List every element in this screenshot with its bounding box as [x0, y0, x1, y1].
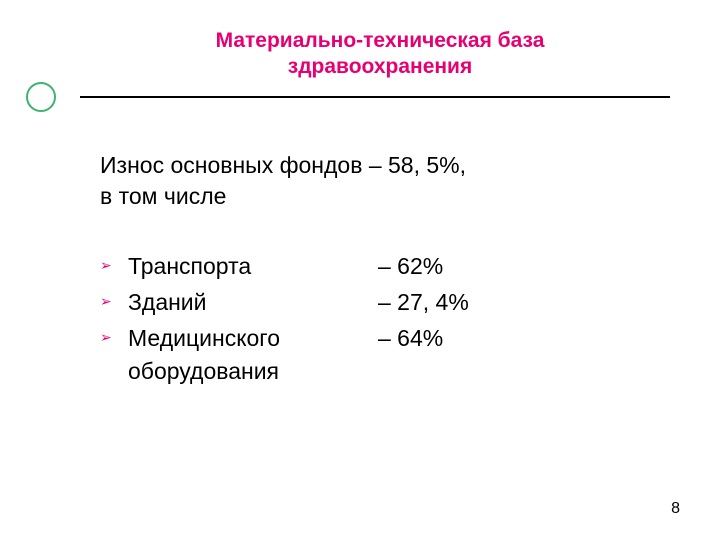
chevron-right-icon: ➢	[100, 250, 128, 276]
item-label: Медицинского оборудования	[128, 322, 378, 386]
title-line-1: Материально-техническая база	[216, 29, 545, 52]
item-label: Транспорта	[128, 250, 378, 282]
chevron-right-icon: ➢	[100, 286, 128, 312]
list-item: ➢ Транспорта – 62%	[100, 250, 640, 282]
intro-line-2: в том числе	[100, 183, 226, 209]
list-item: ➢ Медицинского оборудования – 64%	[100, 322, 640, 386]
title-line-2: здравоохранения	[288, 55, 472, 78]
bullet-list: ➢ Транспорта – 62% ➢ Зданий – 27, 4% ➢ М…	[100, 250, 640, 391]
slide: Материально-техническая база здравоохран…	[0, 0, 720, 540]
decorative-circle	[26, 82, 56, 112]
intro-text: Износ основных фондов – 58, 5%, в том чи…	[100, 150, 640, 212]
page-number: 8	[671, 500, 680, 518]
item-value: – 62%	[378, 250, 640, 282]
chevron-right-icon: ➢	[100, 322, 128, 348]
list-item: ➢ Зданий – 27, 4%	[100, 286, 640, 318]
intro-line-1: Износ основных фондов – 58, 5%,	[100, 152, 466, 178]
title-underline	[80, 96, 670, 98]
slide-title: Материально-техническая база здравоохран…	[100, 28, 660, 91]
item-value: – 64%	[378, 322, 640, 354]
item-label: Зданий	[128, 286, 378, 318]
item-value: – 27, 4%	[378, 286, 640, 318]
